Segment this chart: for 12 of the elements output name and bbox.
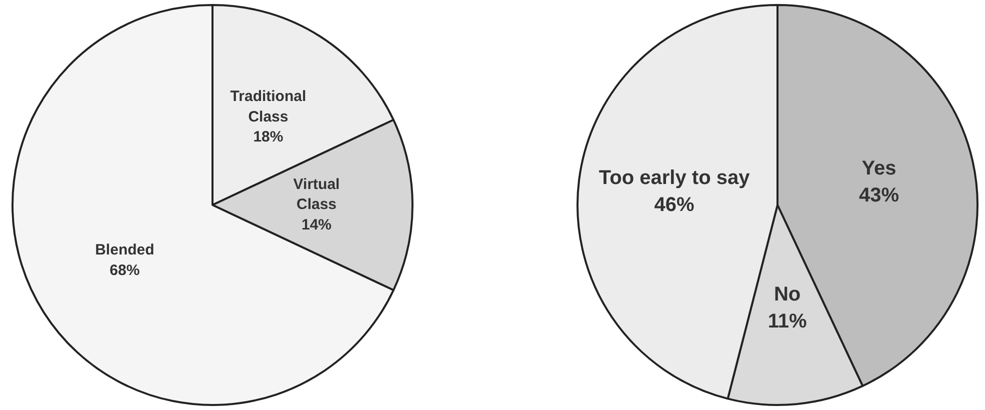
slice-label: Virtual Class xyxy=(293,176,340,214)
data-label: 43% xyxy=(858,184,900,206)
data-label: 46% xyxy=(654,194,695,216)
slice-label: Blended xyxy=(95,242,154,259)
data-label: 68% xyxy=(110,262,140,279)
slice-label: Yes xyxy=(862,157,896,180)
data-label: 18% xyxy=(253,128,284,146)
slice-label: Traditional Class xyxy=(230,88,306,126)
data-label: 11% xyxy=(768,310,807,333)
data-label: 14% xyxy=(301,216,332,234)
slice-label: No xyxy=(774,284,801,306)
slice-label: Too early to say xyxy=(598,166,751,189)
